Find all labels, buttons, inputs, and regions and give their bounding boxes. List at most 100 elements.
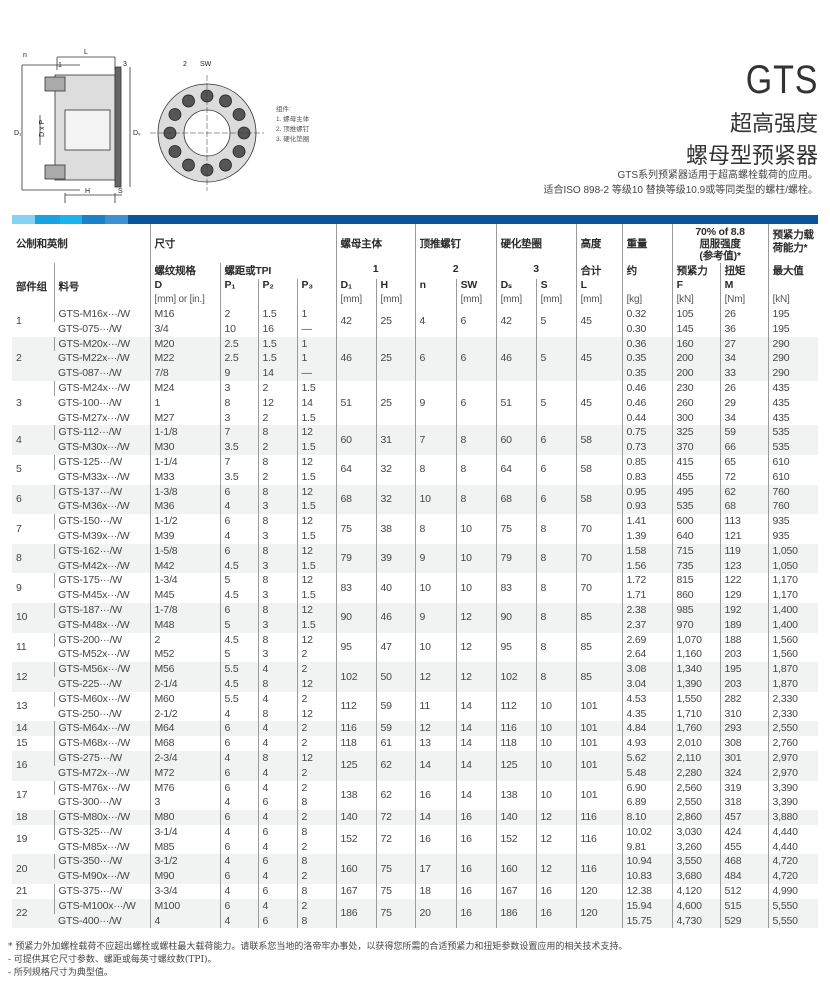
weight: 0.46 [621,395,672,411]
l: 116 [575,854,622,885]
preload-f: 200 [671,351,720,367]
part-number: GTS-M42x···/W [54,558,150,574]
table-row: 4 GTS-112···/W 1-1/8 7 8 12 60 31 7 8 60 6 58 0.75 325… [12,425,818,455]
part-number: GTS-M30x···/W [54,440,150,455]
n: 9 [414,602,456,633]
torque-m: 301 [719,750,768,766]
pitch-p3: 12 [296,676,336,692]
pitch-p2: 8 [257,632,297,648]
s: 12 [535,854,576,885]
group-number: 3 [16,396,22,409]
pitch-p2: 4 [257,765,297,781]
ds: 118 [495,736,536,751]
ds: 112 [495,691,536,722]
pitch-p3: 1.5 [296,499,336,515]
table-row: GTS-400···/W 4 4 6 8 15.75 4,730 529 5,550 [12,913,818,929]
h: 72 [375,810,415,825]
weight: 0.73 [621,440,672,455]
group-number: 1 [16,315,22,328]
torque-m: 27 [719,336,768,352]
pitch-p3: 1.5 [296,440,336,455]
d1: 125 [335,750,376,781]
max-capacity: 1,400 [767,602,818,618]
l: 45 [575,380,622,426]
table-row: 13 GTS-M60x···/W M60 5.5 4 2 112 59 11 14 112 10 101… [12,691,818,722]
pitch-p1: 3.5 [219,440,258,455]
l: 45 [575,307,622,337]
s: 10 [535,780,576,811]
weight: 0.75 [621,425,672,441]
max-capacity: 610 [767,469,818,485]
table-row: GTS-M22x···/W M22 2.5 1.5 1 0.35 200 34 290 [12,351,818,367]
pitch-p2: 6 [257,824,297,840]
thread-d: M60 [149,691,220,707]
preload-f: 1,070 [671,632,720,648]
pitch-p1: 6 [219,602,258,618]
pitch-p2: 3 [257,499,297,515]
thread-d: 3-3/4 [149,884,220,899]
pitch-p3: 12 [296,514,336,529]
part-number: GTS-375···/W [53,884,150,899]
header-ref-1: 1 [335,263,416,279]
product-subtitle: 超高强度 [729,111,818,136]
d1: 186 [335,898,376,929]
header-max: 最大值 [767,263,819,279]
header-col: P₂ [257,279,297,294]
table-row: 1 GTS-M16x···/W M16 2 1.5 1 42 25 4 6 42 5 45 0.32 105… [12,307,818,337]
h: 39 [375,543,415,574]
torque-m: 72 [719,469,768,485]
label-n: n [23,52,27,59]
torque-m: 189 [719,617,768,633]
thread-d: 1-3/8 [149,484,220,500]
sw: 14 [455,721,496,737]
header-yield: 70% of 8.8 屈服强度 (参考值)* [671,224,769,263]
weight: 2.38 [621,602,672,618]
part-number: GTS-M36x···/W [54,499,150,515]
part-number: GTS-100···/W [58,396,122,409]
label-3: 3 [123,61,127,68]
n: 4 [414,307,456,337]
preload-f: 2,280 [671,765,720,781]
header-capacity-line: 荷能力* [772,242,808,254]
jackbolt-icon [232,108,246,121]
part-number: GTS-M45x···/W [58,589,130,602]
h: 40 [375,573,415,603]
n: 9 [414,543,456,574]
h: 72 [375,824,415,855]
torque-m: 36 [719,321,768,337]
ds: 75 [495,514,536,544]
pitch-p1: 4 [219,499,258,515]
max-capacity: 3,390 [767,780,818,796]
table-row: GTS-M36x···/W M36 4 3 1.5 0.93 535 68 760 [12,499,818,515]
s: 6 [535,484,576,515]
l: 70 [575,514,622,544]
table-row: GTS-M52x···/W M52 5 3 2 2.64 1,160 203 1,560 [12,647,818,663]
part-number: GTS-300···/W [58,796,122,809]
weight: 0.32 [621,307,672,322]
table-row: GTS-225···/W 2-1/4 4.5 8 12 3.04 1,390 203 1,870 [12,676,818,692]
preload-f: 4,120 [671,884,720,899]
pitch-p1: 6 [219,839,258,855]
pitch-p1: 5 [219,647,258,663]
max-capacity: 760 [767,484,818,500]
pitch-p1: 3 [219,410,258,426]
n: 16 [414,824,456,855]
s: 16 [535,884,576,899]
header-yield-line: 70% of 8.8 [695,226,745,238]
preload-f: 2,860 [671,810,720,825]
thread-d: M45 [149,588,220,603]
thread-d: 2-1/2 [149,706,220,722]
header-torque: 扭矩 [719,263,769,279]
header-capacity: 预紧力载 荷能力* [767,224,819,263]
max-capacity: 290 [767,336,818,352]
legend-item: 1. 螺母主体 [276,116,310,123]
h: 32 [375,454,415,485]
sw: 14 [455,736,496,751]
s: 12 [535,824,576,855]
header-unit: [mm] [535,294,577,308]
header-unit [219,294,258,308]
thread-d: 1-1/8 [149,425,220,441]
table-row: 6 GTS-137···/W 1-3/8 6 8 12 68 32 10 8 68 6 58 0.95 49… [12,484,818,515]
pitch-p3: 1.5 [296,380,336,396]
ds: 51 [495,380,536,426]
